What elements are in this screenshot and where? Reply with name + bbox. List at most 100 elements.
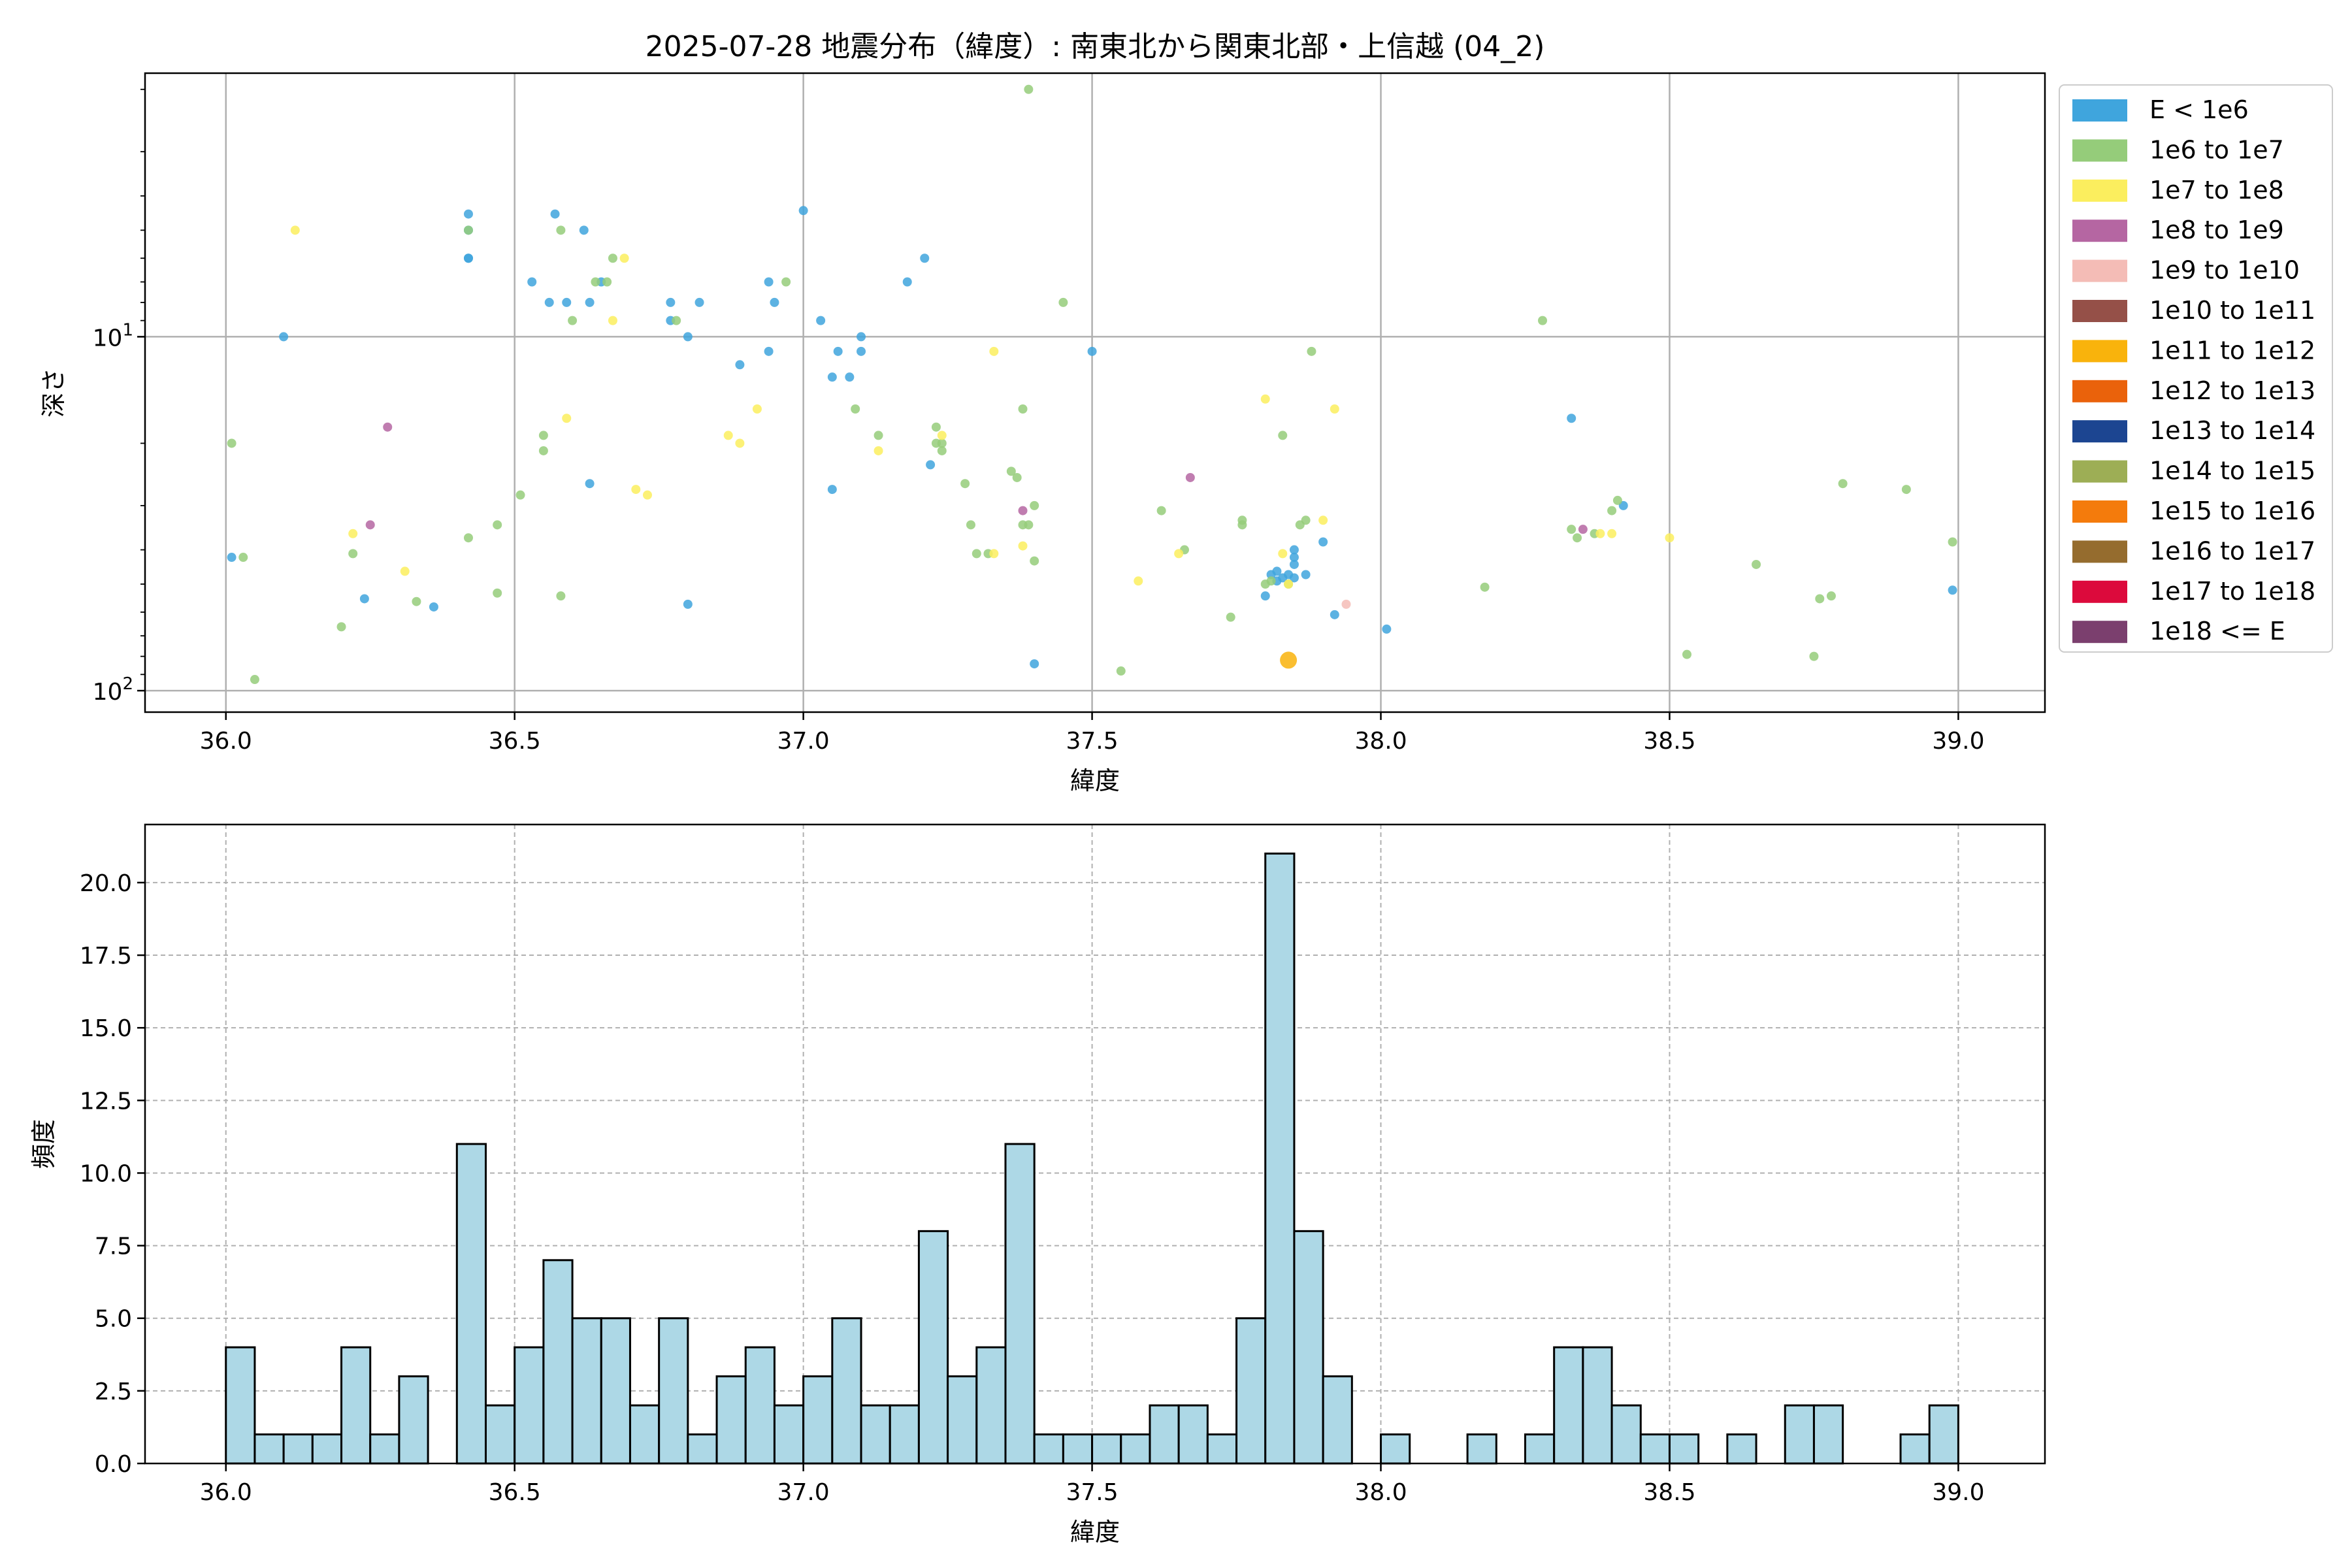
scatter-point <box>463 225 473 235</box>
scatter-point <box>493 520 502 530</box>
scatter-point <box>631 485 641 495</box>
histogram-bar <box>514 1346 545 1465</box>
histogram-y-ticks: 0.0 2.5 5.0 7.5 10.0 12.5 15.0 17.5 20.0 <box>80 870 145 1478</box>
scatter-point <box>1278 549 1288 559</box>
scatter-point <box>989 549 999 559</box>
scatter-point <box>1815 594 1825 604</box>
scatter-x-tick-label: 37.5 <box>1066 728 1119 755</box>
scatter-point <box>857 346 866 356</box>
scatter-point <box>827 372 837 382</box>
scatter-point <box>1237 520 1247 530</box>
scatter-point <box>1480 582 1490 592</box>
scatter-point <box>1607 529 1617 538</box>
legend-swatch <box>2072 420 2127 443</box>
scatter-point <box>1018 404 1028 414</box>
histogram-x-ticks: 36.0 36.5 37.0 37.5 38.0 38.5 39.0 <box>200 1463 1984 1506</box>
scatter-point <box>1030 500 1039 510</box>
histogram-y-tick-label: 7.5 <box>95 1233 132 1260</box>
legend-swatch <box>2072 259 2127 282</box>
scatter-point <box>429 602 438 612</box>
legend-label: 1e17 to 1e18 <box>2149 577 2315 606</box>
scatter-y-label: 深さ <box>39 368 68 417</box>
scatter-point <box>937 446 947 455</box>
scatter-y-ticks: 101 102 <box>93 88 145 706</box>
histogram-plot: 36.0 36.5 37.0 37.5 38.0 38.5 39.0 0.0 2.5 5.0 7.… <box>29 823 2046 1546</box>
histogram-bar <box>1177 1404 1209 1465</box>
scatter-point <box>1272 566 1282 576</box>
scatter-point <box>1595 529 1605 538</box>
scatter-point <box>608 316 617 325</box>
legend-label: E < 1e6 <box>2149 95 2249 124</box>
scatter-point <box>383 422 393 432</box>
scatter-point <box>1318 515 1328 525</box>
scatter-point <box>562 414 572 423</box>
scatter-point <box>1578 525 1588 534</box>
scatter-point <box>1948 537 1957 547</box>
histogram-bar <box>1293 1230 1324 1465</box>
scatter-point <box>562 297 572 307</box>
scatter-point <box>931 422 941 432</box>
scatter-x-tick-label: 36.5 <box>489 728 541 755</box>
histogram-bar <box>1033 1433 1064 1465</box>
legend-label: 1e15 to 1e16 <box>2149 497 2315 525</box>
scatter-point <box>1284 580 1294 589</box>
scatter-point <box>1289 573 1299 583</box>
scatter-point <box>1087 346 1097 356</box>
histogram-bar <box>1466 1433 1497 1465</box>
scatter-point <box>1307 346 1316 356</box>
legend-box <box>2059 84 2333 653</box>
scatter-point <box>463 533 473 543</box>
histogram-y-tick-label: 12.5 <box>80 1088 132 1115</box>
scatter-point <box>227 553 237 563</box>
legend-label: 1e10 to 1e11 <box>2149 296 2315 325</box>
scatter-point <box>857 332 866 342</box>
scatter-point <box>1058 297 1068 307</box>
scatter-point <box>1018 541 1028 551</box>
histogram-bar <box>225 1346 256 1465</box>
histogram-bar <box>1120 1433 1151 1465</box>
scatter-point <box>336 622 346 632</box>
scatter-point <box>683 599 693 609</box>
scatter-point <box>752 404 762 414</box>
legend-swatch <box>2072 179 2127 202</box>
scatter-point <box>1024 520 1034 530</box>
legend-swatch <box>2072 500 2127 523</box>
scatter-point <box>538 446 548 455</box>
scatter-point <box>1185 472 1195 482</box>
scatter-point <box>1301 515 1311 525</box>
histogram-bar <box>975 1346 1007 1465</box>
scatter-point <box>544 297 554 307</box>
scatter-point <box>412 596 421 606</box>
histogram-bar <box>1264 852 1296 1465</box>
scatter-point <box>1134 576 1143 586</box>
scatter-point <box>683 332 693 342</box>
scatter-x-tick-label: 36.0 <box>200 728 252 755</box>
histogram-bar <box>455 1143 487 1465</box>
scatter-point <box>960 479 970 489</box>
legend-label: 1e11 to 1e12 <box>2149 336 2315 365</box>
histogram-x-tick-label: 38.5 <box>1643 1479 1695 1506</box>
histogram-bar <box>1726 1433 1757 1465</box>
histogram-bar <box>1149 1404 1180 1465</box>
scatter-point <box>735 438 745 448</box>
scatter-point <box>619 253 629 263</box>
scatter-x-tick-label: 39.0 <box>1932 728 1984 755</box>
scatter-point <box>764 346 774 356</box>
scatter-point <box>1280 651 1298 669</box>
histogram-bar <box>947 1375 978 1465</box>
scatter-point <box>400 566 410 576</box>
histogram-x-tick-label: 39.0 <box>1932 1479 1984 1506</box>
scatter-point <box>851 404 860 414</box>
scatter-x-tick-label: 37.0 <box>777 728 830 755</box>
legend-swatch <box>2072 621 2127 644</box>
scatter-point <box>550 209 560 219</box>
histogram-bar <box>1668 1433 1700 1465</box>
scatter-point <box>538 431 548 440</box>
histogram-x-tick-label: 37.5 <box>1066 1479 1119 1506</box>
scatter-frame <box>144 72 2046 713</box>
histogram-x-tick-label: 36.5 <box>489 1479 541 1506</box>
scatter-point <box>556 225 566 235</box>
histogram-bar <box>571 1317 602 1465</box>
histogram-bar <box>629 1404 661 1465</box>
